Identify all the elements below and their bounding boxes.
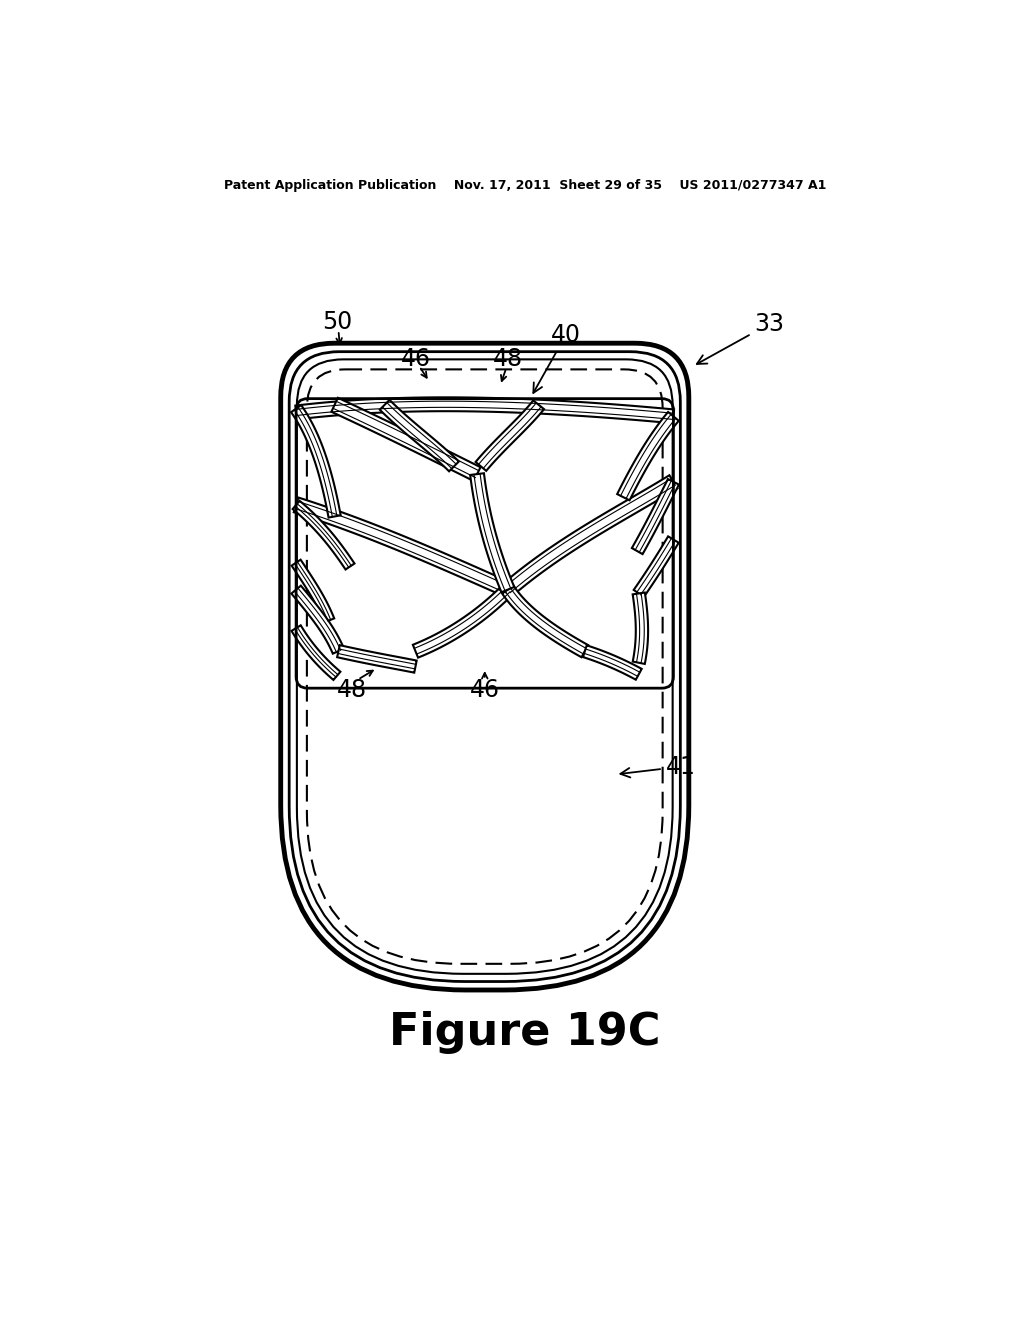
Polygon shape	[295, 397, 674, 424]
Polygon shape	[292, 626, 340, 680]
PathPatch shape	[281, 343, 689, 990]
Text: 46: 46	[400, 347, 430, 371]
Polygon shape	[293, 500, 354, 569]
Text: 48: 48	[493, 347, 523, 371]
Polygon shape	[617, 412, 679, 500]
Text: 46: 46	[470, 677, 500, 702]
Text: 48: 48	[337, 677, 368, 702]
Polygon shape	[380, 400, 459, 471]
Polygon shape	[583, 645, 642, 680]
Polygon shape	[337, 645, 417, 673]
Polygon shape	[292, 560, 334, 623]
Text: 40: 40	[534, 323, 581, 393]
Polygon shape	[294, 498, 511, 597]
Text: 41: 41	[621, 755, 695, 779]
Polygon shape	[292, 586, 344, 653]
Text: Patent Application Publication    Nov. 17, 2011  Sheet 29 of 35    US 2011/02773: Patent Application Publication Nov. 17, …	[223, 178, 826, 191]
Text: 50: 50	[322, 310, 352, 334]
Polygon shape	[475, 400, 544, 471]
Polygon shape	[332, 397, 480, 480]
Polygon shape	[633, 593, 648, 664]
Polygon shape	[502, 586, 588, 657]
Polygon shape	[634, 536, 679, 597]
Polygon shape	[470, 474, 514, 593]
Polygon shape	[291, 405, 341, 517]
Polygon shape	[413, 585, 513, 657]
Polygon shape	[503, 475, 678, 595]
Text: 33: 33	[697, 312, 784, 364]
Polygon shape	[632, 479, 679, 554]
Text: Figure 19C: Figure 19C	[389, 1011, 660, 1053]
